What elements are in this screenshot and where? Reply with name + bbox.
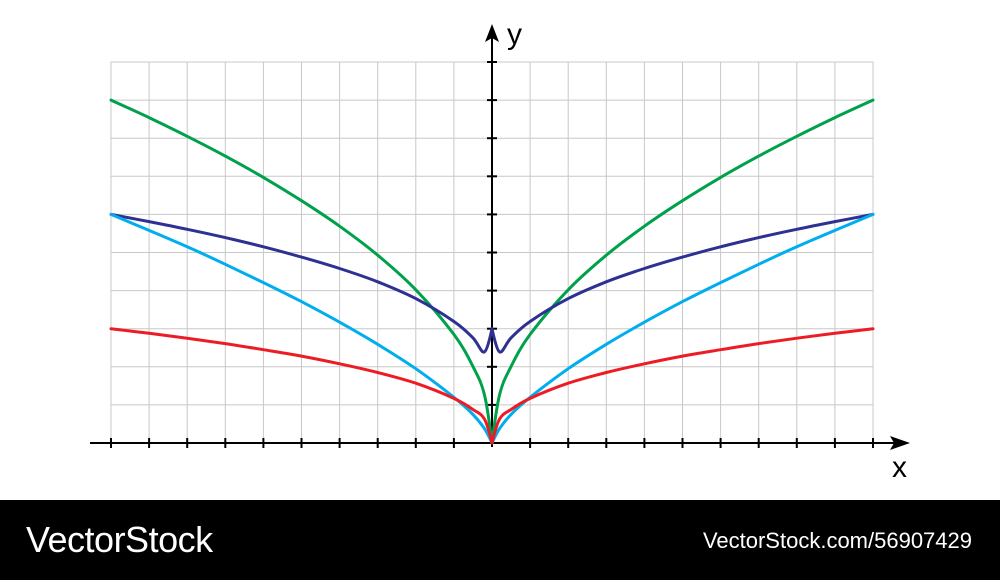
chart-svg: x y — [90, 18, 910, 484]
chart-area: x y — [90, 18, 910, 484]
series-line-4 — [109, 327, 875, 445]
series-line-2 — [109, 212, 875, 354]
brand-logo: VectorStock — [26, 519, 213, 560]
series-group — [109, 98, 875, 445]
y-axis-label: y — [507, 18, 522, 51]
footer-bar: VectorStock VectorStock.com/56907429 — [0, 500, 1000, 580]
axes — [90, 24, 910, 450]
y-axis-arrow-icon — [485, 24, 499, 42]
image-id-text: VectorStock.com/56907429 — [702, 528, 972, 553]
x-axis-label: x — [892, 451, 907, 484]
x-axis-arrow-icon — [890, 436, 910, 450]
